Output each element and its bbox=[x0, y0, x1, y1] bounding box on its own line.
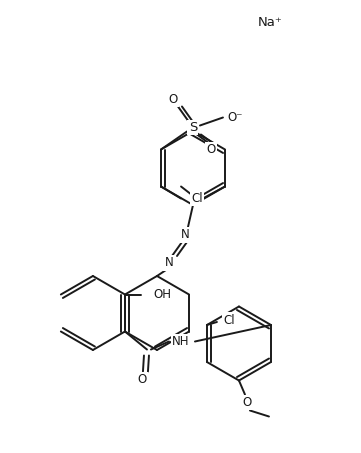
Text: S: S bbox=[189, 121, 197, 134]
Text: O: O bbox=[168, 93, 178, 106]
Text: O⁻: O⁻ bbox=[227, 111, 243, 124]
Text: N: N bbox=[180, 228, 190, 241]
Text: Cl: Cl bbox=[223, 313, 235, 327]
Text: O: O bbox=[206, 143, 216, 156]
Text: N: N bbox=[165, 256, 173, 270]
Text: OH: OH bbox=[153, 288, 171, 301]
Text: Na⁺: Na⁺ bbox=[258, 15, 282, 29]
Text: O: O bbox=[242, 396, 252, 409]
Text: NH: NH bbox=[172, 335, 190, 348]
Text: O: O bbox=[137, 373, 147, 386]
Text: Cl: Cl bbox=[191, 192, 203, 205]
